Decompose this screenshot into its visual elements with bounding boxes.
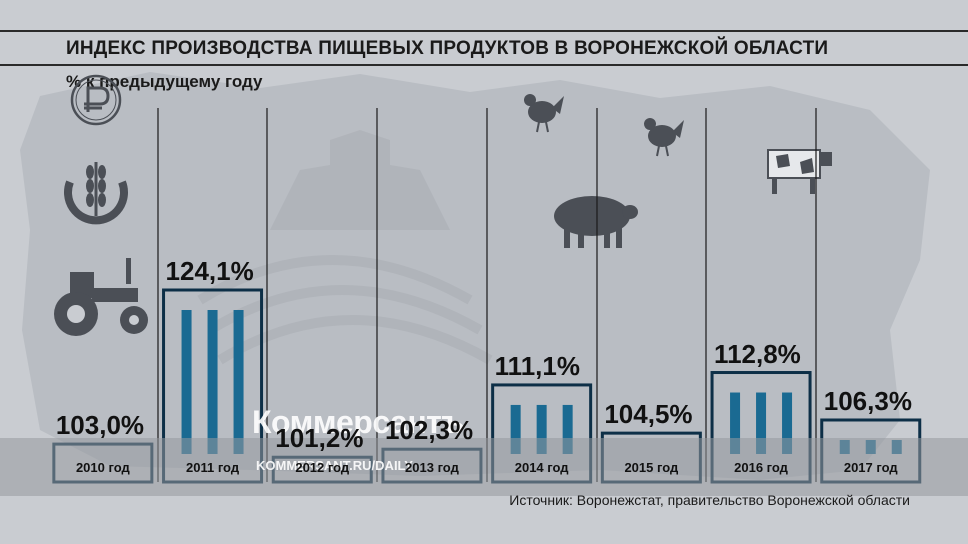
category-label: 2016 год [734,460,788,475]
bar-stripe [782,392,793,454]
bar-stripe [562,404,573,454]
value-label: 111,1% [494,350,580,381]
bar-stripe [233,310,244,454]
value-label: 112,8% [714,338,801,369]
header-rule [0,64,968,66]
category-label: 2013 год [405,460,459,475]
value-label: 101,2% [275,423,364,454]
bar-stripe [730,392,741,454]
ruble-icon [70,74,122,126]
value-label: 124,1% [165,256,254,286]
field-rows [197,255,493,365]
pig-icon [554,196,638,248]
region-map-shape [20,72,930,480]
value-label: 102,3% [384,415,474,446]
category-label: 2011 год [186,460,240,475]
bar-stripe [756,392,767,454]
farm-silhouette [270,130,450,230]
source-note: Источник: Воронежстат, правительство Вор… [509,492,910,508]
bar-stripe [207,310,218,454]
watermark-band [0,438,968,496]
watermark-brand: Коммерсантъ [252,404,465,440]
value-label: 106,3% [823,385,912,416]
category-label: 2010 год [75,460,130,475]
chart-title: ИНДЕКС ПРОИЗВОДСТВА ПИЩЕВЫХ ПРОДУКТОВ В … [66,38,829,59]
bar-stripe [510,404,521,454]
category-label: 2017 год [843,460,898,475]
top-rule [0,30,968,32]
watermark-url: KOMMERSANT.RU/DAILY [256,458,413,473]
category-label: 2012 год [295,460,350,475]
category-label: 2015 год [624,460,679,475]
chicken-icon [524,94,564,133]
value-label: 103,0% [55,410,145,441]
wheat-icon [64,162,128,225]
value-label: 104,5% [604,399,693,430]
cow-icon [767,149,832,194]
tractor-icon [54,258,148,336]
bar-stripe [536,404,547,454]
bar-stripe [181,310,192,454]
category-label: 2014 год [514,460,569,475]
chicken-icon [644,118,684,157]
